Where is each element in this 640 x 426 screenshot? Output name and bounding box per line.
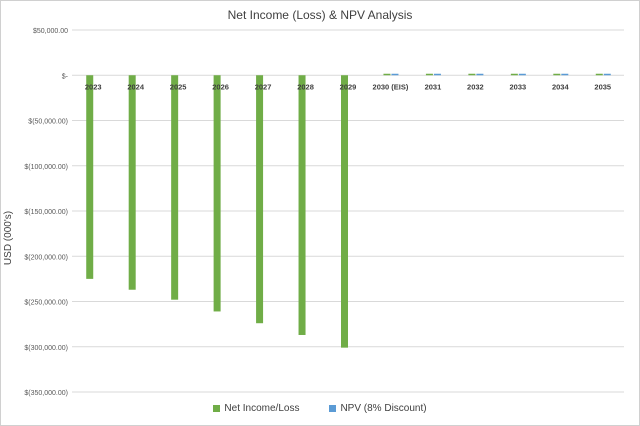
legend-item-net-income: Net Income/Loss <box>213 403 299 414</box>
y-tick-label: $(350,000.00) <box>24 390 68 397</box>
x-tick-label: 2034 <box>552 82 570 91</box>
y-tick-label: $(150,000.00) <box>24 209 68 216</box>
x-tick-label: 2026 <box>212 82 229 91</box>
bar-npv-2030-eis <box>391 73 399 76</box>
bar-net-income-2028 <box>298 75 306 335</box>
y-tick-label: $50,000.00 <box>33 28 68 35</box>
x-tick-label: 2028 <box>297 82 314 91</box>
bar-net-income-2030-eis <box>383 73 391 76</box>
legend-swatch-npv <box>329 405 337 412</box>
bar-npv-2035 <box>603 73 611 76</box>
x-tick-label: 2035 <box>594 82 611 91</box>
legend-label-net-income: Net Income/Loss <box>224 403 300 414</box>
bar-npv-2033 <box>518 73 526 76</box>
y-tick-label: $(200,000.00) <box>24 254 68 261</box>
bar-net-income-2035 <box>595 73 603 76</box>
bar-npv-2031 <box>433 73 441 76</box>
y-tick-labels: $50,000.00 $- $(50,000.00) $(100,000.00) $(1… <box>24 28 68 397</box>
x-tick-label: 2030 (EIS) <box>373 82 409 91</box>
bar-npv-2034 <box>561 73 569 76</box>
bar-net-income-2034 <box>553 73 561 76</box>
x-tick-label: 2031 <box>425 82 442 91</box>
y-tick-label: $(250,000.00) <box>24 300 68 307</box>
bars <box>86 73 611 348</box>
legend: Net Income/Loss NPV (8% Discount) <box>0 403 640 414</box>
x-tick-label: 2029 <box>340 82 357 91</box>
bar-net-income-2027 <box>256 75 264 324</box>
legend-label-npv: NPV (8% Discount) <box>340 403 427 414</box>
chart-title: Net Income (Loss) & NPV Analysis <box>227 8 413 22</box>
y-tick-label: $- <box>62 73 69 80</box>
bar-net-income-2031 <box>425 73 433 76</box>
x-tick-label: 2027 <box>255 82 272 91</box>
y-tick-label: $(50,000.00) <box>28 119 68 126</box>
bar-net-income-2026 <box>213 75 221 312</box>
legend-item-npv: NPV (8% Discount) <box>329 403 427 414</box>
x-tick-label: 2024 <box>127 82 145 91</box>
legend-swatch-net-income <box>213 405 221 412</box>
x-tick-label: 2032 <box>467 82 484 91</box>
bar-net-income-2024 <box>128 75 136 290</box>
x-tick-labels: 2023 2024 2025 2026 2027 2028 2029 2030 (EIS) 20… <box>85 82 611 91</box>
bar-net-income-2029 <box>341 75 348 348</box>
y-tick-label: $(100,000.00) <box>24 164 68 171</box>
bar-net-income-2023 <box>86 75 94 279</box>
y-tick-label: $(300,000.00) <box>24 345 68 352</box>
bar-npv-2032 <box>476 73 484 76</box>
x-tick-label: 2033 <box>510 82 527 91</box>
bar-net-income-2025 <box>171 75 179 300</box>
x-tick-label: 2023 <box>85 82 102 91</box>
x-tick-label: 2025 <box>170 82 187 91</box>
bar-net-income-2033 <box>510 73 518 76</box>
bar-net-income-2032 <box>468 73 476 76</box>
